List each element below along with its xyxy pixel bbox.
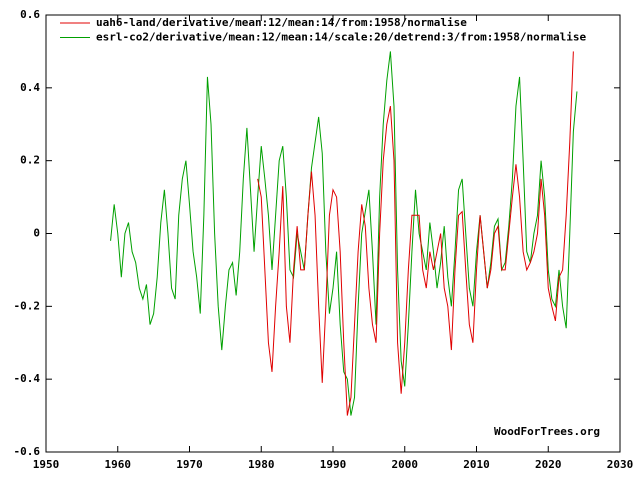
y-tick-label: -0.4 <box>14 372 41 385</box>
y-tick-label: 0.6 <box>20 8 40 21</box>
y-tick-label: 0 <box>33 227 40 240</box>
x-tick-label: 2020 <box>535 458 562 471</box>
x-tick-label: 2000 <box>392 458 419 471</box>
y-tick-label: 0.4 <box>20 81 40 94</box>
series-line <box>257 51 574 416</box>
x-tick-label: 1960 <box>105 458 132 471</box>
y-tick-label: 0.2 <box>20 154 40 167</box>
y-tick-label: -0.6 <box>14 445 41 458</box>
x-tick-label: 2030 <box>607 458 634 471</box>
legend-label: uah6-land/derivative/mean:12/mean:14/fro… <box>96 16 467 29</box>
y-tick-label: -0.2 <box>14 299 41 312</box>
legend-label: esrl-co2/derivative/mean:12/mean:14/scal… <box>96 31 586 44</box>
x-tick-label: 1980 <box>248 458 275 471</box>
x-tick-label: 1950 <box>33 458 60 471</box>
x-tick-label: 2010 <box>463 458 490 471</box>
series-line <box>110 51 578 416</box>
x-tick-label: 1970 <box>176 458 203 471</box>
x-tick-label: 1990 <box>320 458 347 471</box>
watermark: WoodForTrees.org <box>494 425 600 438</box>
